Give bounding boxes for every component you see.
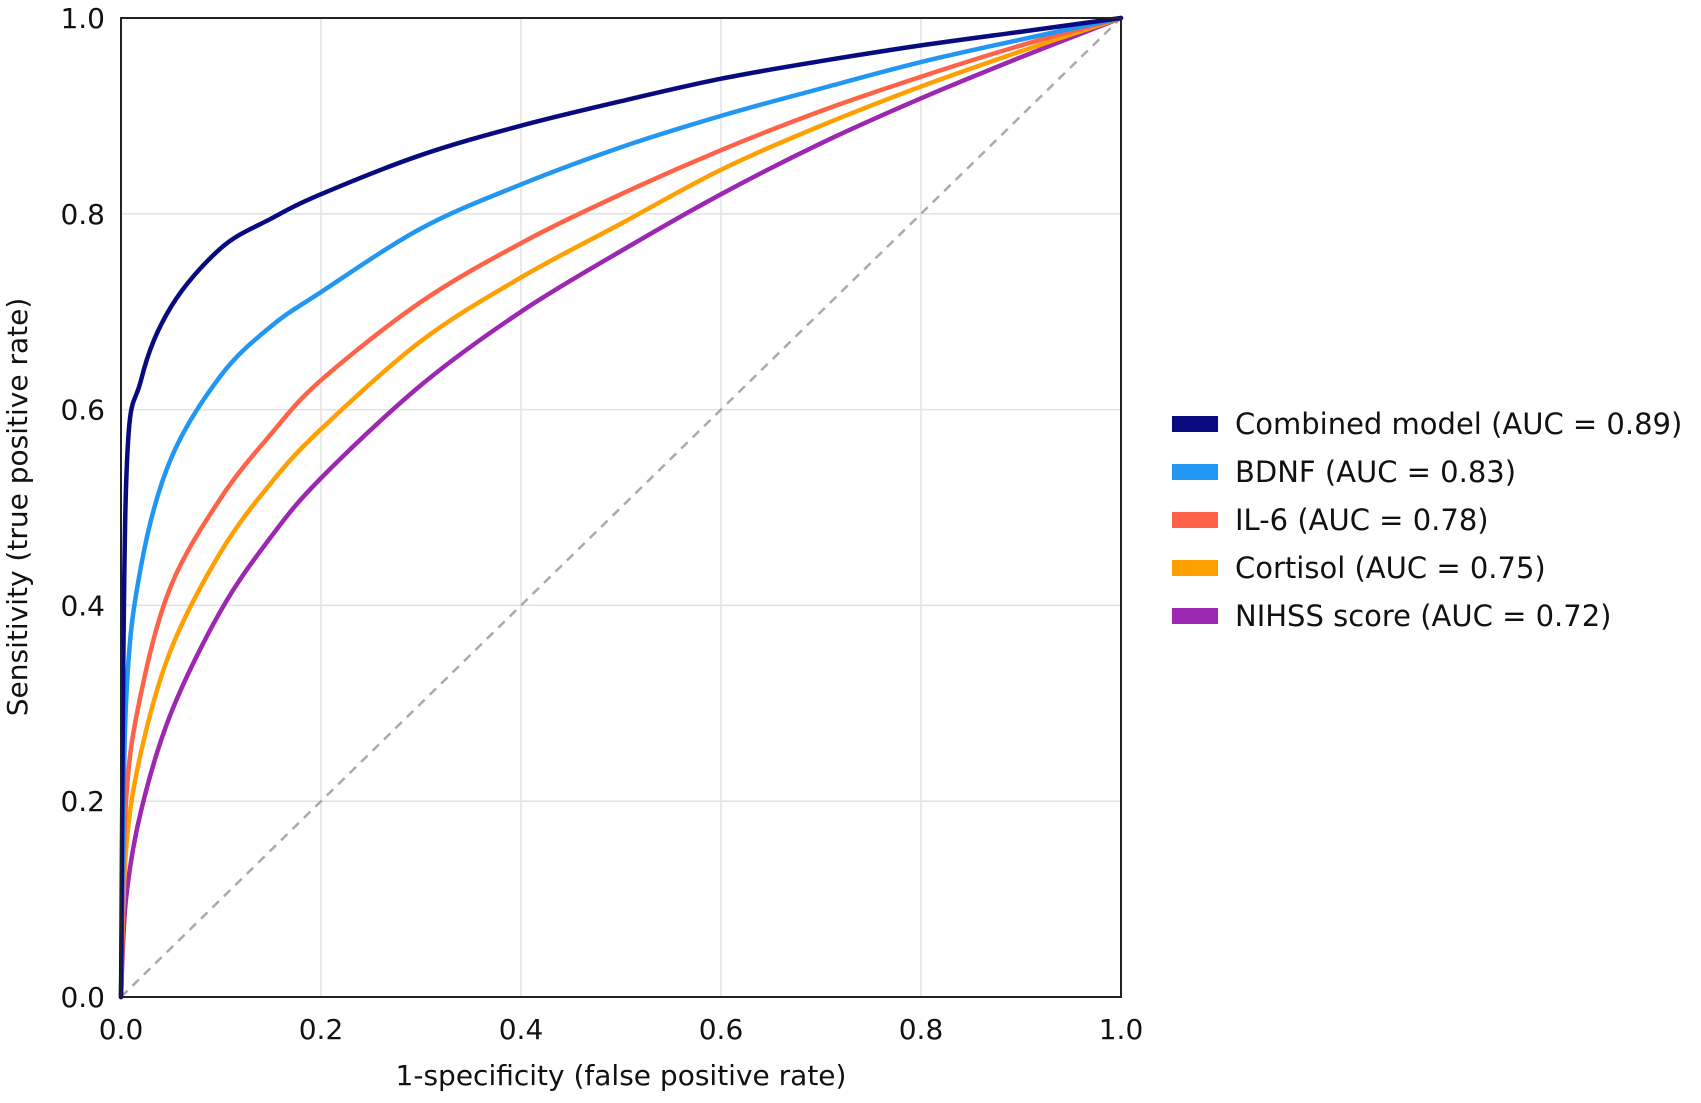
legend-swatch (1172, 416, 1218, 432)
y-tick-label: 0.2 (60, 785, 105, 818)
legend-swatch (1172, 608, 1218, 624)
legend-swatch (1172, 560, 1218, 576)
plot-background (121, 18, 1121, 997)
y-tick-label: 0.6 (60, 394, 105, 427)
y-tick-labels: 0.0 0.2 0.4 0.6 0.8 1.0 (60, 2, 105, 1014)
y-axis-title: Sensitivity (true positive rate) (1, 298, 34, 716)
x-tick-label: 0.4 (499, 1013, 544, 1046)
series-line-3 (118, 15, 1124, 1000)
series-line-4 (118, 15, 1124, 1000)
plot-frame (120, 17, 1122, 998)
x-tick-label: 0.0 (99, 1013, 144, 1046)
series-line-0 (118, 15, 1124, 1000)
legend-label: Cortisol (AUC = 0.75) (1235, 551, 1546, 585)
legend: Combined model (AUC = 0.89) BDNF (AUC = 0… (1172, 407, 1682, 633)
legend-swatch (1172, 512, 1218, 528)
x-tick-label: 0.6 (699, 1013, 744, 1046)
y-tick-label: 1.0 (60, 2, 105, 35)
legend-label: IL-6 (AUC = 0.78) (1235, 503, 1489, 537)
series-lines (118, 15, 1124, 1000)
y-tick-label: 0.0 (60, 981, 105, 1014)
legend-label: NIHSS score (AUC = 0.72) (1235, 599, 1611, 633)
series-line-2 (118, 15, 1124, 1000)
x-tick-label: 0.2 (299, 1013, 344, 1046)
legend-label: BDNF (AUC = 0.83) (1235, 455, 1516, 489)
legend-swatch (1172, 464, 1218, 480)
x-tick-label: 1.0 (1099, 1013, 1144, 1046)
x-tick-label: 0.8 (899, 1013, 944, 1046)
y-tick-label: 0.8 (60, 198, 105, 231)
x-tick-labels: 0.0 0.2 0.4 0.6 0.8 1.0 (99, 1013, 1144, 1046)
y-tick-label: 0.4 (60, 589, 105, 622)
x-axis-title: 1-specificity (false positive rate) (396, 1059, 847, 1092)
grid-lines (121, 18, 1121, 997)
series-line-1 (118, 15, 1124, 1000)
legend-label: Combined model (AUC = 0.89) (1235, 407, 1682, 441)
